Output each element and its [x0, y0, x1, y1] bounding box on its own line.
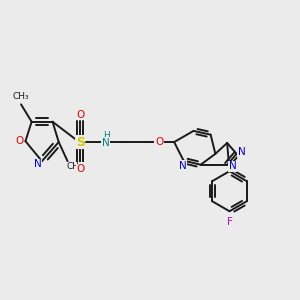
Text: N: N [238, 147, 246, 157]
Text: O: O [155, 137, 163, 147]
Text: F: F [226, 217, 232, 227]
Text: N: N [34, 159, 41, 169]
Text: H: H [103, 131, 110, 140]
Text: S: S [76, 136, 85, 148]
Text: N: N [102, 138, 110, 148]
Text: CH₃: CH₃ [67, 162, 83, 171]
Text: O: O [76, 110, 84, 120]
Text: CH₃: CH₃ [12, 92, 29, 101]
Text: N: N [179, 161, 187, 171]
Text: O: O [15, 136, 24, 146]
Text: O: O [76, 164, 84, 174]
Text: N: N [229, 161, 236, 172]
